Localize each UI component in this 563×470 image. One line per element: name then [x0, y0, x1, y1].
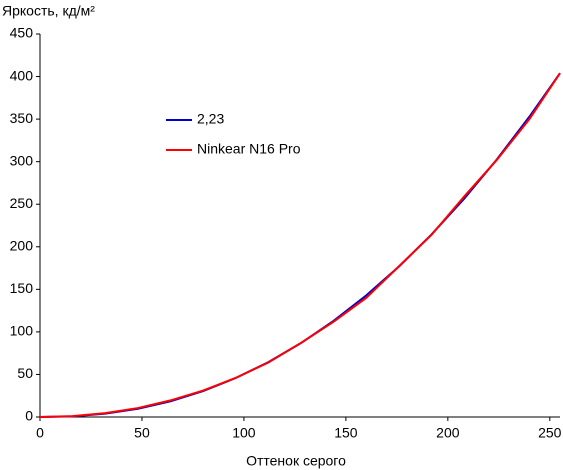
- x-tick-label: 200: [436, 425, 460, 441]
- x-tick-label: 250: [538, 425, 562, 441]
- x-tick-label: 0: [36, 425, 44, 441]
- x-tick-label: 100: [232, 425, 256, 441]
- x-tick-label: 50: [134, 425, 150, 441]
- y-tick-label: 450: [10, 25, 34, 41]
- y-tick-label: 150: [10, 280, 34, 296]
- y-tick-label: 50: [17, 365, 33, 381]
- y-tick-label: 350: [10, 110, 34, 126]
- x-tick-label: 150: [334, 425, 358, 441]
- legend-label: 2,23: [197, 111, 224, 127]
- y-axis-label: Яркость, кд/м²: [2, 3, 95, 19]
- x-axis-label: Оттенок серого: [246, 453, 346, 469]
- y-tick-label: 400: [10, 67, 34, 83]
- legend-label: Ninkear N16 Pro: [197, 141, 301, 157]
- y-tick-label: 100: [10, 323, 34, 339]
- y-tick-label: 200: [10, 237, 34, 253]
- line: [39, 72, 561, 418]
- y-tick-label: 250: [10, 195, 34, 211]
- y-tick-label: 0: [25, 408, 33, 424]
- y-tick-label: 300: [10, 152, 34, 168]
- line: [39, 72, 561, 418]
